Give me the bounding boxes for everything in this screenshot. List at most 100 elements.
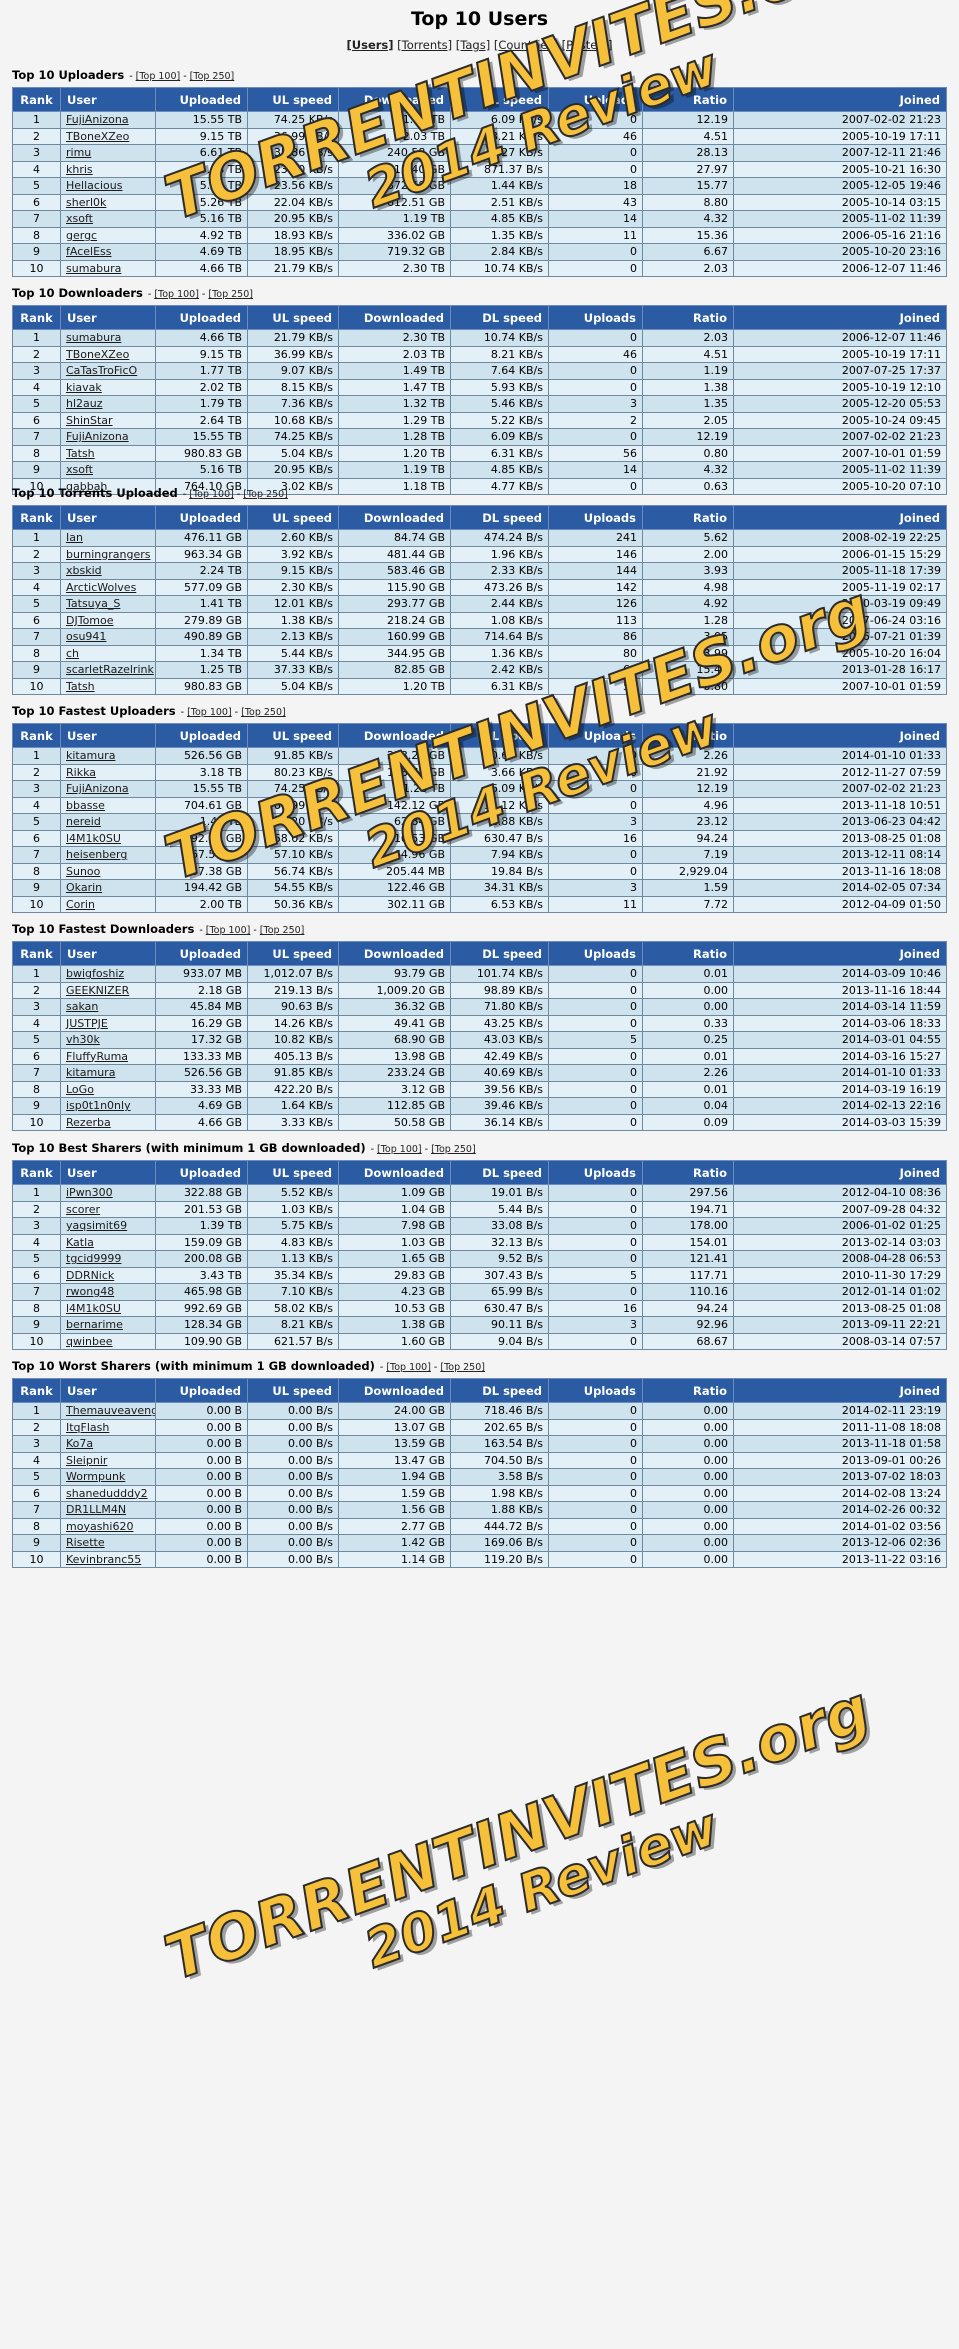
user-link[interactable]: FujiAnizona xyxy=(66,782,129,796)
top-100-link[interactable]: [Top 100] xyxy=(189,489,234,500)
user-link[interactable]: vh30k xyxy=(66,1033,100,1047)
top-100-link[interactable]: [Top 100] xyxy=(187,707,232,718)
nav-users-link[interactable]: [Users] xyxy=(346,38,394,52)
user-link[interactable]: yaqsimit69 xyxy=(66,1219,128,1233)
user-link[interactable]: xsoft xyxy=(66,212,93,226)
column-header-user: User xyxy=(60,87,156,112)
user-link[interactable]: l4M1k0SU xyxy=(66,831,121,845)
top-250-link[interactable]: [Top 250] xyxy=(431,1144,476,1155)
user-link[interactable]: kitamura xyxy=(66,749,116,763)
user-link[interactable]: FluffyRuma xyxy=(66,1049,129,1063)
user-link[interactable]: hl2auz xyxy=(66,397,103,411)
user-link[interactable]: rwong48 xyxy=(66,1285,115,1299)
user-link[interactable]: kitamura xyxy=(66,1066,116,1080)
user-link[interactable]: CaTasTroFicO xyxy=(66,364,138,378)
cell-ratio: 2.00 xyxy=(642,545,734,563)
user-link[interactable]: gergc xyxy=(66,228,98,242)
cell-uploaded: 2.24 TB xyxy=(155,562,248,580)
user-link[interactable]: ch xyxy=(66,646,80,660)
table-row: 6 DDRNick 3.43 TB 35.34 KB/s 29.83 GB 307.43 … xyxy=(12,1266,947,1284)
user-link[interactable]: iPwn300 xyxy=(66,1186,113,1200)
user-link[interactable]: gabbah xyxy=(66,479,108,493)
user-link[interactable]: sakan xyxy=(66,1000,99,1014)
user-link[interactable]: fAcelEss xyxy=(66,245,112,259)
user-link[interactable]: Sleipnir xyxy=(66,1453,108,1467)
user-link[interactable]: bwigfoshiz xyxy=(66,967,125,981)
user-link[interactable]: Sunoo xyxy=(66,864,101,878)
user-link[interactable]: sumabura xyxy=(66,331,122,345)
user-link[interactable]: shanedudddy2 xyxy=(66,1486,148,1500)
user-link[interactable]: DDRNick xyxy=(66,1268,115,1282)
user-link[interactable]: scarletRazelrink xyxy=(66,663,154,677)
user-link[interactable]: Corin xyxy=(66,897,95,911)
user-link[interactable]: ItqFlash xyxy=(66,1420,110,1434)
nav-countries-link[interactable]: [Countries] xyxy=(493,38,558,52)
user-link[interactable]: Ian xyxy=(66,531,83,545)
user-link[interactable]: DR1LLM4N xyxy=(66,1503,127,1517)
cell-joined: 2005-11-19 02:17 xyxy=(733,578,947,596)
user-link[interactable]: bbasse xyxy=(66,798,105,812)
user-link[interactable]: Hellacious xyxy=(66,179,123,193)
user-link[interactable]: isp0t1n0nly xyxy=(66,1099,131,1113)
user-link[interactable]: nereid xyxy=(66,815,101,829)
user-link[interactable]: sumabura xyxy=(66,261,122,275)
cell-user: Themauveavenger xyxy=(60,1402,156,1420)
user-link[interactable]: burningrangers xyxy=(66,547,151,561)
user-link[interactable]: Katla xyxy=(66,1235,94,1249)
user-link[interactable]: TBoneXZeo xyxy=(66,129,130,143)
user-link[interactable]: Tatsh xyxy=(66,446,95,460)
user-link[interactable]: bernarime xyxy=(66,1318,123,1332)
user-link[interactable]: ArcticWolves xyxy=(66,580,137,594)
top-250-link[interactable]: [Top 250] xyxy=(208,289,253,300)
nav-posters-link[interactable]: [Posters] xyxy=(561,38,613,52)
column-header-joined: Joined xyxy=(733,1160,947,1185)
top-250-link[interactable]: [Top 250] xyxy=(189,71,235,82)
user-link[interactable]: DJTomoe xyxy=(66,613,114,627)
top-100-link[interactable]: [Top 100] xyxy=(154,289,199,300)
top-250-link[interactable]: [Top 250] xyxy=(241,707,286,718)
user-link[interactable]: tgcid9999 xyxy=(66,1252,122,1266)
user-link[interactable]: Kevinbranc55 xyxy=(66,1552,142,1566)
user-link[interactable]: Okarin xyxy=(66,881,103,895)
section-title: Top 10 Uploaders xyxy=(12,68,125,82)
top-250-link[interactable]: [Top 250] xyxy=(440,1362,485,1373)
user-link[interactable]: l4M1k0SU xyxy=(66,1301,121,1315)
nav-torrents-link[interactable]: [Torrents] xyxy=(397,38,453,52)
cell-user: l4M1k0SU xyxy=(60,1299,156,1317)
user-link[interactable]: xsoft xyxy=(66,463,93,477)
user-link[interactable]: Tatsuya_S xyxy=(66,597,121,611)
user-link[interactable]: Ko7a xyxy=(66,1437,94,1451)
user-link[interactable]: sherl0k xyxy=(66,195,107,209)
user-link[interactable]: xbskid xyxy=(66,564,102,578)
user-link[interactable]: kiavak xyxy=(66,380,102,394)
user-link[interactable]: khris xyxy=(66,162,93,176)
user-link[interactable]: moyashi620 xyxy=(66,1519,134,1533)
user-link[interactable]: Tatsh xyxy=(66,679,95,693)
top-250-link[interactable]: [Top 250] xyxy=(243,489,288,500)
user-link[interactable]: JUSTPJE xyxy=(66,1016,108,1030)
user-link[interactable]: rimu xyxy=(66,146,92,160)
user-link[interactable]: LoGo xyxy=(66,1082,94,1096)
nav-tags-link[interactable]: [Tags] xyxy=(455,38,491,52)
top-100-link[interactable]: [Top 100] xyxy=(386,1362,431,1373)
cell-uploaded: 1.77 TB xyxy=(155,362,248,380)
user-link[interactable]: Rezerba xyxy=(66,1115,111,1129)
user-link[interactable]: ShinStar xyxy=(66,413,113,427)
top-250-link[interactable]: [Top 250] xyxy=(259,925,305,936)
user-link[interactable]: osu941 xyxy=(66,630,107,644)
user-link[interactable]: GEEKNIZER xyxy=(66,983,130,997)
user-link[interactable]: Wormpunk xyxy=(66,1470,126,1484)
user-link[interactable]: qwinbee xyxy=(66,1334,113,1348)
user-link[interactable]: scorer xyxy=(66,1202,101,1216)
top-100-link[interactable]: [Top 100] xyxy=(205,925,251,936)
top-100-link[interactable]: [Top 100] xyxy=(135,71,181,82)
user-link[interactable]: Themauveavenger xyxy=(66,1404,155,1418)
user-link[interactable]: Risette xyxy=(66,1536,105,1550)
user-link[interactable]: FujiAnizona xyxy=(66,430,129,444)
user-link[interactable]: TBoneXZeo xyxy=(66,347,130,361)
user-link[interactable]: Rikka xyxy=(66,765,96,779)
user-link[interactable]: heisenberg xyxy=(66,848,128,862)
top-100-link[interactable]: [Top 100] xyxy=(377,1144,422,1155)
user-link[interactable]: FujiAnizona xyxy=(66,113,129,127)
cell-joined: 2013-09-01 00:26 xyxy=(733,1451,947,1469)
